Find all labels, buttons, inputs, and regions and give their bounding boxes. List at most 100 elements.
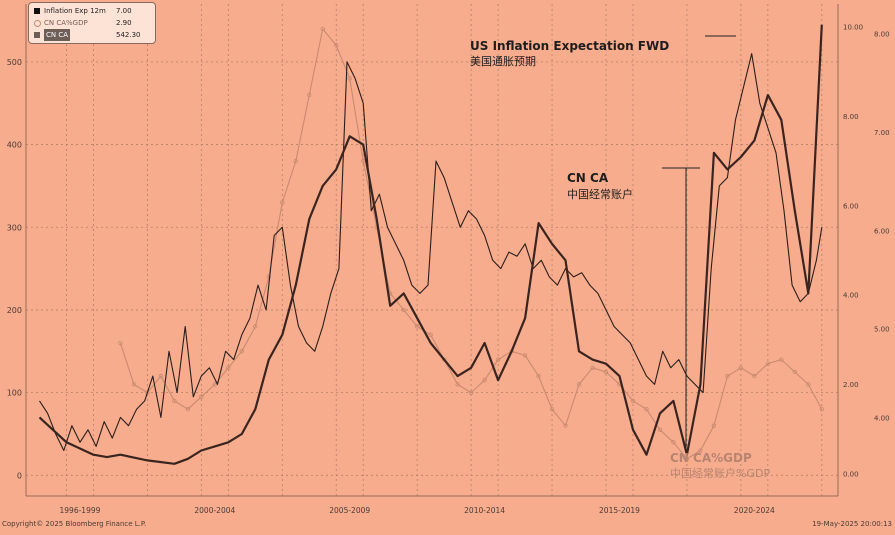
x-tick-label: 1996-1999 bbox=[60, 506, 101, 515]
right-outer-tick-label: 6.00 bbox=[874, 227, 890, 235]
annotation-cnca-line1: CN CA bbox=[567, 171, 609, 185]
series-point bbox=[563, 423, 568, 428]
right-outer-tick-label: 8.00 bbox=[874, 31, 890, 39]
series-point bbox=[172, 398, 177, 404]
series-point bbox=[428, 332, 433, 337]
x-tick-label: 2000-2004 bbox=[194, 506, 235, 515]
series-point bbox=[765, 361, 771, 366]
legend-value: 542.30 bbox=[116, 31, 141, 39]
series-point bbox=[307, 92, 312, 98]
series-point bbox=[752, 373, 757, 379]
footer-timestamp: 19-May-2025 20:00:13 bbox=[812, 520, 892, 528]
legend-label: CN CA bbox=[44, 29, 71, 41]
series-point bbox=[266, 274, 271, 280]
series-point bbox=[158, 373, 164, 379]
series-point bbox=[253, 324, 258, 329]
left-tick-label: 500 bbox=[7, 58, 22, 67]
series-point bbox=[361, 158, 366, 164]
series-point bbox=[145, 390, 150, 395]
annotation-cnca-line2: 中国经常账户 bbox=[567, 187, 633, 201]
series-point bbox=[495, 357, 501, 362]
series-line-cn-ca bbox=[38, 24, 823, 465]
x-tick-label: 2020-2024 bbox=[734, 506, 775, 515]
series-point bbox=[293, 158, 298, 164]
right-inner-tick-label: 2.00 bbox=[843, 381, 859, 389]
series-line-cn-ca-gdp bbox=[119, 28, 823, 460]
series-point bbox=[468, 390, 474, 395]
right-inner-tick-label: 4.00 bbox=[843, 292, 859, 300]
series-point bbox=[185, 406, 191, 412]
series-point bbox=[334, 43, 339, 48]
left-tick-label: 0 bbox=[17, 471, 22, 480]
series-line-inflation-exp-12m bbox=[39, 53, 823, 452]
footer-copyright: Copyright© 2025 Bloomberg Finance L.P. bbox=[2, 520, 146, 528]
series-point bbox=[118, 340, 123, 346]
legend: Inflation Exp 12m 7.00 CN CA%GDP 2.90 CN… bbox=[28, 2, 156, 44]
series-point bbox=[401, 307, 406, 313]
series-point bbox=[576, 382, 582, 387]
series-point bbox=[131, 382, 137, 387]
left-tick-label: 100 bbox=[7, 389, 22, 398]
series-point bbox=[226, 365, 231, 371]
legend-value: 7.00 bbox=[116, 7, 132, 15]
legend-value: 2.90 bbox=[116, 19, 132, 27]
left-tick-label: 400 bbox=[7, 141, 22, 150]
series-point bbox=[455, 382, 460, 387]
legend-item-cagdp[interactable]: CN CA%GDP 2.90 bbox=[34, 17, 152, 29]
right-axis-outer: 4.00 5.00 6.00 7.00 8.00 bbox=[874, 31, 890, 423]
x-tick-label: 2005-2009 bbox=[329, 506, 370, 515]
right-inner-tick-label: 8.00 bbox=[843, 113, 859, 121]
left-tick-label: 300 bbox=[7, 223, 22, 232]
series-point bbox=[522, 353, 528, 358]
legend-item-cnca[interactable]: CN CA 542.30 bbox=[34, 29, 152, 41]
annotation-leaders bbox=[662, 35, 736, 450]
series-point bbox=[725, 373, 730, 379]
annotation-cagdp-line1: CN CA%GDP bbox=[670, 451, 752, 465]
left-axis: 0 100 200 300 400 500 bbox=[7, 58, 22, 480]
series-point bbox=[779, 357, 784, 362]
series-point bbox=[711, 423, 717, 428]
series-layer bbox=[38, 24, 825, 465]
annotation-cagdp-line2: 中国经常账户%GDP bbox=[670, 466, 770, 480]
series-point bbox=[806, 382, 811, 387]
series-point bbox=[199, 394, 204, 399]
series-point bbox=[684, 456, 690, 461]
series-point bbox=[414, 324, 420, 329]
grid bbox=[26, 4, 838, 496]
series-point bbox=[792, 369, 798, 375]
left-tick-label: 200 bbox=[7, 306, 22, 315]
series-point bbox=[819, 406, 825, 412]
series-point bbox=[603, 369, 609, 375]
right-inner-tick-label: 6.00 bbox=[843, 202, 859, 210]
right-axis-inner: 0.00 2.00 4.00 6.00 8.00 10.00 bbox=[843, 23, 863, 478]
square-icon bbox=[34, 32, 40, 38]
series-point bbox=[536, 373, 541, 379]
series-point bbox=[347, 76, 352, 81]
right-inner-tick-label: 0.00 bbox=[843, 471, 859, 479]
x-tick-label: 2010-2014 bbox=[464, 506, 505, 515]
series-point bbox=[644, 406, 649, 412]
square-icon bbox=[34, 8, 40, 14]
series-point bbox=[212, 382, 218, 387]
x-axis: 1996-1999 2000-2004 2005-2009 2010-2014 2015… bbox=[60, 506, 776, 515]
series-point bbox=[738, 365, 744, 371]
legend-item-inflation[interactable]: Inflation Exp 12m 7.00 bbox=[34, 5, 152, 17]
series-point bbox=[549, 406, 555, 412]
annotation-us-line2: 美国通胀预期 bbox=[470, 55, 536, 68]
x-tick-label: 2015-2019 bbox=[599, 506, 640, 515]
series-point bbox=[239, 349, 245, 354]
series-point bbox=[320, 26, 325, 32]
series-point bbox=[280, 200, 285, 205]
right-outer-tick-label: 4.00 bbox=[874, 414, 890, 422]
series-point bbox=[698, 448, 703, 453]
right-outer-tick-label: 7.00 bbox=[874, 129, 890, 137]
plot-frame bbox=[25, 4, 839, 497]
legend-label: CN CA%GDP bbox=[44, 19, 88, 27]
right-outer-tick-label: 5.00 bbox=[874, 326, 890, 334]
circle-icon bbox=[34, 20, 41, 27]
legend-label: Inflation Exp 12m bbox=[44, 7, 106, 15]
series-point bbox=[482, 378, 487, 383]
series-point bbox=[657, 427, 663, 433]
